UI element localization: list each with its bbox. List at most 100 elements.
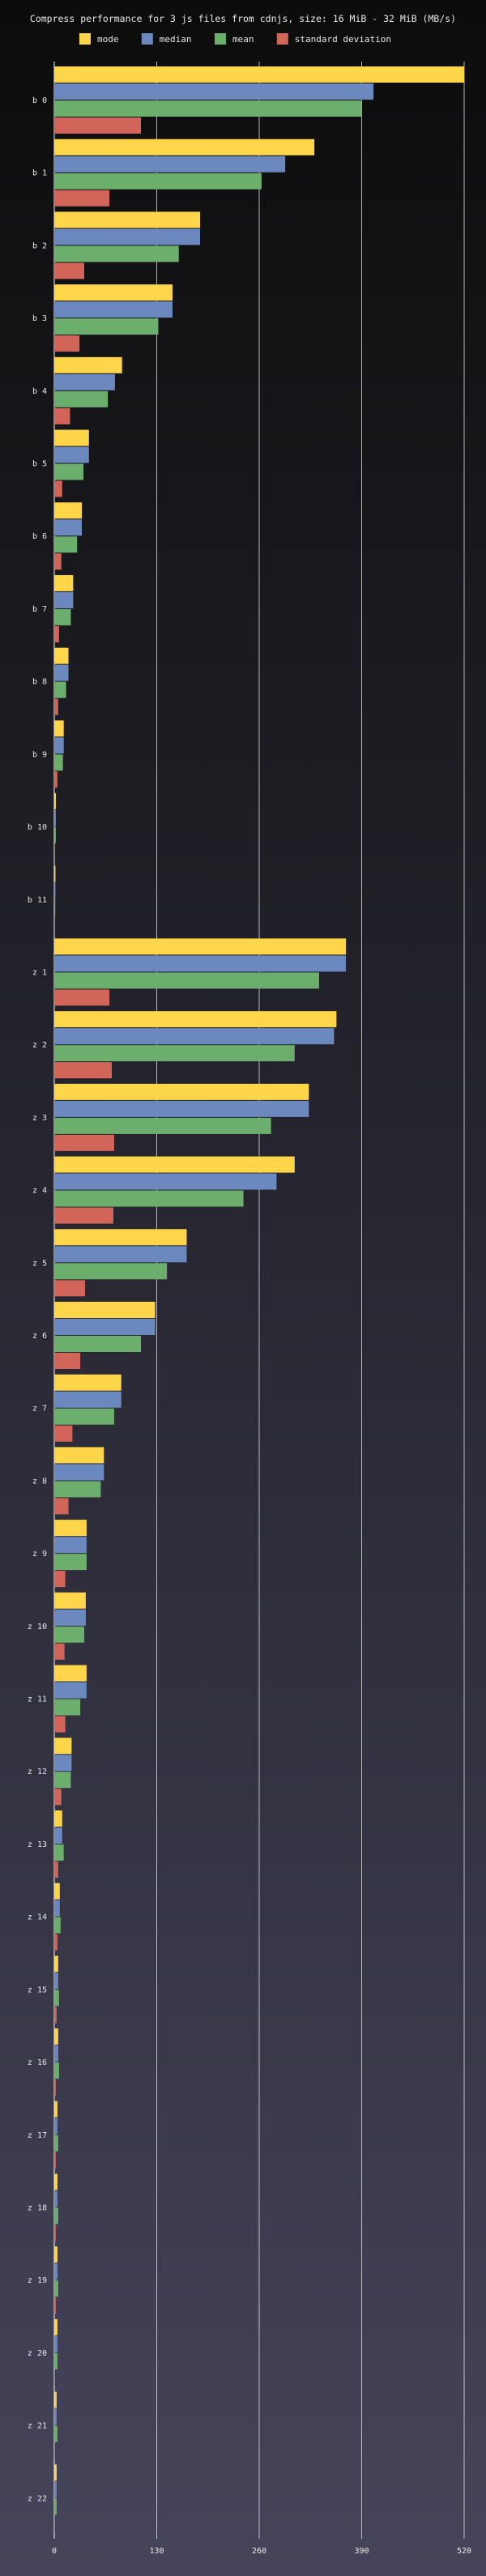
bar-b-5-mean [54, 463, 84, 480]
category-label-z-2: z 2 [32, 1041, 47, 1050]
category-label-z-5: z 5 [32, 1259, 47, 1268]
bar-z-17-standard-deviation [54, 2152, 56, 2169]
bar-z-8-median [54, 1464, 104, 1481]
bar-z-17-median [54, 2118, 58, 2135]
category-label-z-22: z 22 [28, 2494, 47, 2503]
bar-z-21-mode [54, 2391, 57, 2408]
bar-b-7-mean [54, 608, 71, 625]
bar-b-4-median [54, 373, 115, 390]
bar-b-9-mode [54, 720, 64, 737]
bar-z-12-mean [54, 1772, 71, 1789]
category-label-b-1: b 1 [32, 169, 47, 178]
category-label-z-19: z 19 [28, 2276, 47, 2285]
bar-z-22-standard-deviation [54, 2515, 55, 2532]
bar-z-1-mode [54, 938, 347, 955]
bar-z-2-mode [54, 1011, 337, 1028]
bar-b-0-standard-deviation [54, 117, 142, 134]
category-label-z-11: z 11 [28, 1695, 47, 1704]
bar-z-19-median [54, 2263, 58, 2280]
bar-b-10-median [54, 810, 56, 827]
category-label-z-7: z 7 [32, 1405, 47, 1414]
bar-z-10-mode [54, 1592, 86, 1609]
bar-z-6-median [54, 1319, 156, 1335]
bar-z-21-mean [54, 2425, 58, 2442]
bar-z-10-mean [54, 1626, 84, 1643]
x-tick-label-130: 130 [149, 2547, 164, 2556]
bar-z-9-median [54, 1537, 87, 1554]
legend-swatch-median [141, 33, 153, 45]
category-label-z-1: z 1 [32, 968, 47, 977]
category-label-z-18: z 18 [28, 2203, 47, 2212]
bar-z-9-standard-deviation [54, 1571, 66, 1588]
legend-swatch-standard-deviation [276, 33, 288, 45]
bar-z-18-standard-deviation [54, 2224, 56, 2241]
category-label-b-10: b 10 [28, 823, 47, 832]
bar-b-2-mode [54, 211, 201, 228]
bar-b-2-standard-deviation [54, 262, 84, 279]
bar-b-9-median [54, 737, 64, 754]
bar-z-13-mean [54, 1844, 64, 1861]
x-tick-labels: 0 130 260 390 520 [52, 2547, 471, 2556]
bar-b-0-mean [54, 100, 362, 117]
legend-swatch-mean [215, 33, 226, 45]
bar-b-4-mean [54, 390, 109, 407]
bar-z-15-median [54, 1973, 58, 1990]
bar-b-8-median [54, 664, 69, 681]
bar-z-6-standard-deviation [54, 1353, 81, 1369]
category-label-b-0: b 0 [32, 96, 47, 105]
bar-b-11-standard-deviation [54, 916, 55, 933]
category-label-z-15: z 15 [28, 1985, 47, 1994]
bar-z-18-mean [54, 2207, 58, 2224]
bar-z-2-median [54, 1028, 335, 1045]
bar-b-3-mean [54, 318, 159, 335]
bar-b-1-mode [54, 139, 315, 156]
bar-z-13-median [54, 1827, 62, 1844]
bar-z-16-mean [54, 2062, 59, 2079]
bar-z-20-mean [54, 2352, 58, 2369]
bar-z-9-mean [54, 1554, 87, 1571]
category-label-b-8: b 8 [32, 678, 47, 687]
category-label-b-2: b 2 [32, 241, 47, 250]
category-label-z-16: z 16 [28, 2058, 47, 2067]
category-label-z-14: z 14 [28, 1913, 47, 1922]
bar-z-4-median [54, 1173, 277, 1190]
category-label-b-3: b 3 [32, 314, 47, 323]
bar-z-8-mean [54, 1481, 101, 1498]
bar-b-10-standard-deviation [54, 844, 55, 861]
bar-z-10-standard-deviation [54, 1643, 65, 1660]
bar-z-2-mean [54, 1045, 295, 1062]
bar-z-12-mode [54, 1738, 72, 1755]
category-label-z-21: z 21 [28, 2422, 47, 2431]
bar-z-22-mode [54, 2464, 57, 2481]
bar-z-14-mean [54, 1917, 61, 1934]
bar-z-12-standard-deviation [54, 1789, 62, 1806]
bar-b-11-mode [54, 865, 56, 882]
bar-z-1-median [54, 955, 347, 972]
bar-z-8-mode [54, 1447, 104, 1464]
bar-z-17-mode [54, 2100, 58, 2118]
bar-z-22-mean [54, 2498, 57, 2515]
bar-z-4-standard-deviation [54, 1207, 113, 1224]
bar-z-3-median [54, 1100, 309, 1117]
legend-swatch-mode [79, 33, 91, 45]
bar-z-11-standard-deviation [54, 1716, 66, 1733]
category-label-b-11: b 11 [28, 896, 47, 905]
x-tick-label-0: 0 [52, 2547, 57, 2556]
bar-z-1-standard-deviation [54, 989, 110, 1006]
bar-z-16-mode [54, 2028, 58, 2045]
bar-z-15-mode [54, 1955, 58, 1973]
bar-z-5-standard-deviation [54, 1280, 85, 1297]
bar-z-12-median [54, 1755, 72, 1772]
bar-b-3-mode [54, 284, 173, 301]
bar-z-11-median [54, 1682, 87, 1699]
bar-z-16-standard-deviation [54, 2079, 56, 2096]
legend: mode median mean standard deviation [79, 33, 391, 45]
bar-z-21-median [54, 2408, 57, 2425]
bar-b-5-mode [54, 429, 89, 446]
bar-z-18-median [54, 2190, 58, 2207]
bar-z-5-mode [54, 1229, 187, 1246]
bar-b-3-median [54, 301, 173, 318]
bar-z-15-standard-deviation [54, 2007, 57, 2024]
category-label-z-20: z 20 [28, 2349, 47, 2358]
